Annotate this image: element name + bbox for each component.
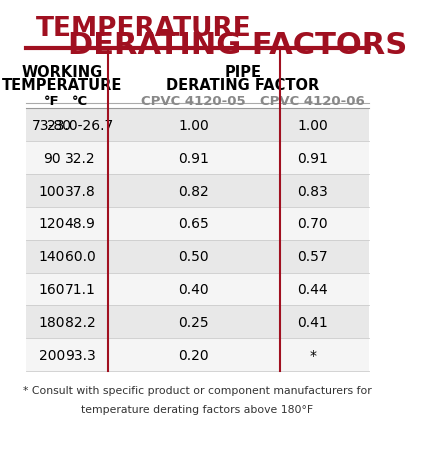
- Text: 0.50: 0.50: [178, 250, 209, 263]
- Text: 1.00: 1.00: [178, 119, 209, 132]
- Bar: [26, 240, 369, 273]
- Text: 180: 180: [39, 315, 65, 329]
- Text: 90: 90: [43, 152, 61, 165]
- Bar: [26, 306, 369, 339]
- Text: 120: 120: [39, 217, 65, 231]
- Text: 73-80: 73-80: [32, 119, 72, 132]
- Text: TEMPERATURE: TEMPERATURE: [36, 16, 252, 42]
- Text: CPVC 4120-06: CPVC 4120-06: [261, 95, 365, 108]
- Text: 82.2: 82.2: [65, 315, 96, 329]
- Text: 32.2: 32.2: [65, 152, 95, 165]
- Bar: [26, 142, 369, 175]
- Text: 37.8: 37.8: [65, 184, 96, 198]
- Text: °F: °F: [44, 95, 60, 108]
- Text: 60.0: 60.0: [65, 250, 96, 263]
- Bar: [26, 109, 369, 142]
- Text: 1.00: 1.00: [298, 119, 328, 132]
- Text: 0.20: 0.20: [178, 348, 209, 362]
- Text: WORKING: WORKING: [22, 65, 103, 80]
- Text: 0.25: 0.25: [178, 315, 209, 329]
- Text: 71.1: 71.1: [65, 283, 96, 296]
- Text: 0.41: 0.41: [298, 315, 328, 329]
- Text: 93.3: 93.3: [65, 348, 96, 362]
- Text: 0.57: 0.57: [298, 250, 328, 263]
- Text: 100: 100: [39, 184, 65, 198]
- Text: 0.40: 0.40: [178, 283, 209, 296]
- Text: 0.91: 0.91: [298, 152, 328, 165]
- Text: DERATING FACTOR: DERATING FACTOR: [166, 78, 320, 93]
- Text: DERATING FACTORS: DERATING FACTORS: [68, 30, 407, 60]
- Text: 0.82: 0.82: [178, 184, 209, 198]
- Text: TEMPERATURE: TEMPERATURE: [3, 78, 123, 93]
- Bar: [26, 273, 369, 306]
- Text: 0.91: 0.91: [178, 152, 209, 165]
- Text: *: *: [309, 348, 316, 362]
- Bar: [26, 207, 369, 240]
- Text: 200: 200: [39, 348, 65, 362]
- Text: temperature derating factors above 180°F: temperature derating factors above 180°F: [81, 404, 313, 414]
- Text: 0.65: 0.65: [178, 217, 209, 231]
- Text: 0.83: 0.83: [298, 184, 328, 198]
- Bar: [26, 175, 369, 207]
- Text: 48.9: 48.9: [65, 217, 96, 231]
- Text: °C: °C: [72, 95, 88, 108]
- Text: 0.44: 0.44: [298, 283, 328, 296]
- Text: * Consult with specific product or component manufacturers for: * Consult with specific product or compo…: [23, 385, 372, 395]
- Text: 0.70: 0.70: [298, 217, 328, 231]
- Text: 160: 160: [39, 283, 65, 296]
- Text: CPVC 4120-05: CPVC 4120-05: [142, 95, 246, 108]
- Text: 140: 140: [39, 250, 65, 263]
- Text: PIPE: PIPE: [224, 65, 261, 80]
- Text: 23.0-26.7: 23.0-26.7: [47, 119, 113, 132]
- Bar: [26, 339, 369, 371]
